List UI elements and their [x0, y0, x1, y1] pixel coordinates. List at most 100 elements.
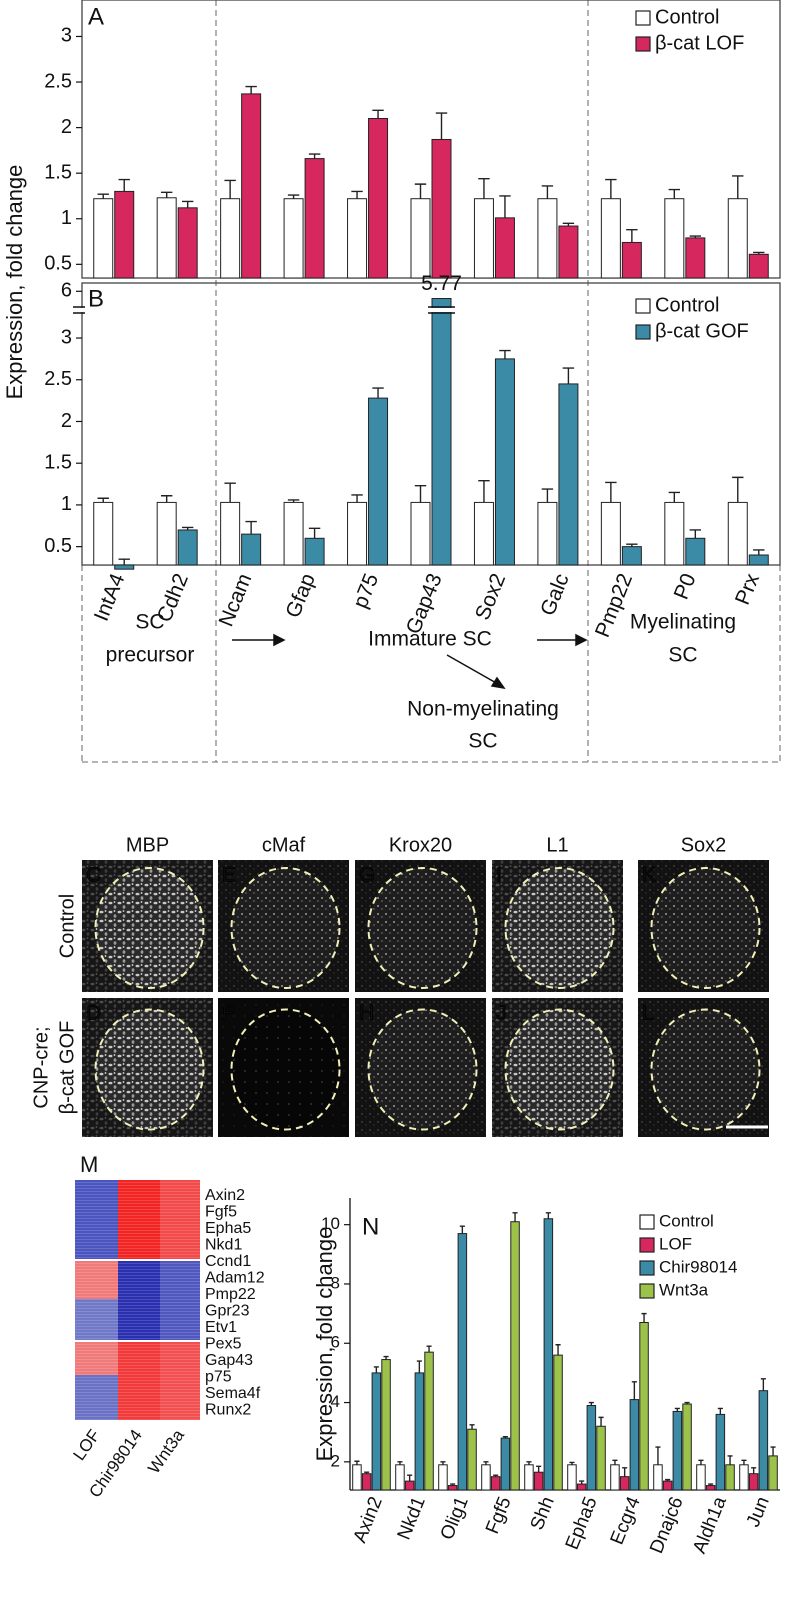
- error-bar: [732, 175, 744, 199]
- error-bar: [245, 520, 257, 535]
- nerve: [651, 868, 760, 988]
- bar: [600, 198, 621, 279]
- error-bar: [373, 1366, 379, 1373]
- nerve-outline: [650, 867, 761, 989]
- legend-swatch: [635, 298, 651, 314]
- bar: [381, 1359, 391, 1491]
- x-tick-label: Ncam: [215, 570, 257, 629]
- panel-letter: H: [359, 1002, 374, 1025]
- x-tick-label: Dnajc6: [646, 1494, 688, 1557]
- bar: [457, 1233, 468, 1491]
- y-tick-label: 1: [61, 207, 72, 229]
- bar: [696, 1464, 706, 1491]
- error-bar: [97, 497, 109, 503]
- x-tick-label: Cdh2: [153, 570, 193, 625]
- bar: [347, 198, 368, 279]
- y-tick-label: 0.5: [44, 535, 72, 557]
- column-label: Sox2: [681, 834, 727, 856]
- column-label: MBP: [126, 834, 169, 856]
- bar: [368, 397, 389, 566]
- stage-label: SC: [468, 730, 497, 753]
- bar: [490, 1476, 501, 1491]
- x-tick-label: Olig1: [437, 1494, 473, 1543]
- x-tick-label: Nkd1: [394, 1494, 430, 1543]
- error-bar: [287, 194, 300, 199]
- axis-break-gap: [73, 308, 85, 312]
- x-tick-label: Epha5: [562, 1494, 602, 1553]
- panel-letter: F: [222, 1002, 235, 1025]
- error-bar: [459, 1225, 465, 1234]
- stage-label: SC: [668, 644, 697, 667]
- bar: [220, 198, 241, 279]
- bar: [368, 117, 389, 279]
- bar: [664, 501, 685, 566]
- error-bar: [605, 178, 617, 199]
- y-tick-label: 6: [61, 280, 72, 302]
- column-label: Krox20: [389, 834, 452, 856]
- bar: [410, 501, 431, 566]
- y-tick-label: 2.5: [44, 368, 72, 390]
- row-label: CNP-cre;: [30, 1026, 52, 1108]
- x-tick-label: Ecgr4: [607, 1493, 645, 1547]
- error-bar: [562, 367, 575, 384]
- bar: [361, 1473, 372, 1491]
- bar: [715, 1413, 726, 1491]
- panel-letter: B: [88, 285, 104, 312]
- error-bar: [414, 183, 427, 199]
- y-tick-label: 3: [61, 25, 72, 47]
- error-bar: [426, 1345, 432, 1353]
- data-label: 5.77: [421, 272, 462, 295]
- error-bar: [512, 1212, 518, 1222]
- bar: [424, 1351, 434, 1491]
- bar: [510, 1221, 520, 1491]
- stage-diagram: SC precursor Immature SC Myelinating SC …: [81, 0, 781, 763]
- bar: [600, 501, 621, 566]
- error-bar: [541, 488, 554, 503]
- error-bar: [469, 1424, 475, 1430]
- error-bar: [478, 480, 490, 503]
- error-bar: [160, 191, 173, 198]
- nerve: [651, 1009, 760, 1130]
- bar: [304, 158, 325, 279]
- legend-label: Chir98014: [659, 1257, 737, 1276]
- bar: [438, 1464, 448, 1491]
- bar: [537, 198, 558, 279]
- error-bar: [372, 109, 384, 119]
- bar: [404, 1480, 415, 1491]
- bar: [93, 198, 114, 279]
- legend-label: Control: [655, 6, 719, 28]
- bar: [739, 1464, 749, 1491]
- bar: [567, 1464, 577, 1491]
- bar: [241, 93, 262, 279]
- gene-label: Runx2: [205, 1402, 251, 1419]
- error-bar: [416, 1360, 422, 1373]
- stage-label: precursor: [106, 644, 195, 667]
- bar: [727, 501, 748, 566]
- legend-swatch: [639, 1283, 655, 1299]
- error-bar: [555, 1344, 561, 1356]
- bar: [347, 501, 368, 566]
- legend-label: Wnt3a: [659, 1280, 709, 1299]
- error-bar: [727, 1455, 733, 1465]
- x-tick-label: IntA4: [90, 570, 130, 624]
- nerve-outline: [504, 867, 615, 989]
- bar: [558, 225, 579, 279]
- x-tick-label: Aldh1a: [689, 1493, 731, 1556]
- gene-label: Pmp22: [205, 1286, 256, 1303]
- bar: [431, 298, 452, 566]
- nerve: [95, 1009, 204, 1130]
- error-bar: [760, 1378, 766, 1391]
- error-bar: [354, 1460, 360, 1465]
- x-tick-label: p75: [349, 570, 383, 611]
- heat-texture: [75, 1180, 200, 1420]
- error-bar: [668, 491, 681, 503]
- error-bar: [741, 1459, 747, 1465]
- y-tick-label: 1.5: [44, 451, 72, 473]
- error-bar: [612, 1459, 618, 1465]
- bar: [768, 1455, 778, 1491]
- bar: [596, 1425, 606, 1491]
- panel-letter: J: [496, 1002, 507, 1025]
